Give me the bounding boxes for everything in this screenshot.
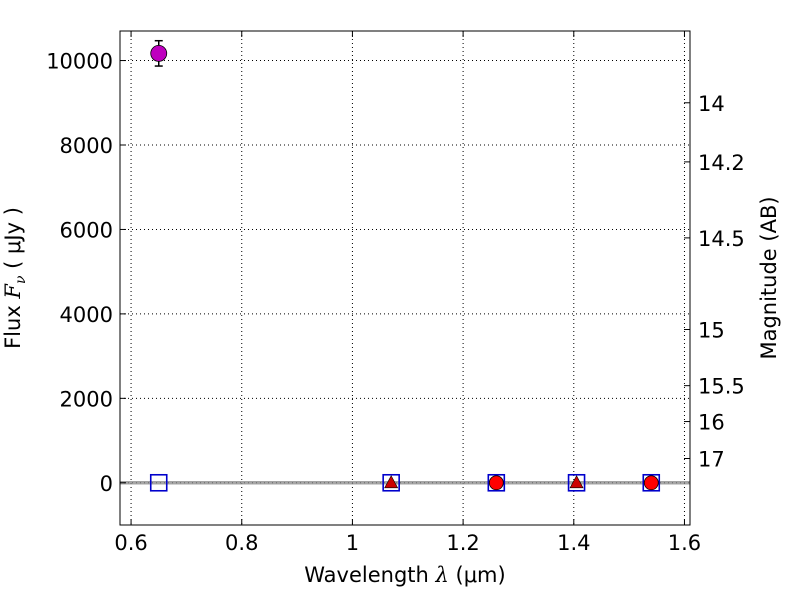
blue-square-marker	[149, 473, 168, 492]
y2-tick-label: 14	[698, 92, 725, 116]
x-axis-label-prefix: Wavelength	[304, 563, 435, 587]
plot-frame	[119, 30, 691, 526]
magenta-circle-marker	[150, 44, 168, 62]
blue-square-marker	[567, 473, 586, 492]
y2-tick-label: 17	[698, 448, 725, 472]
x-axis-label-symbol: λ	[435, 563, 449, 587]
x-tick-label: 1.6	[668, 531, 701, 555]
y-axis-label-subscript: ν	[13, 275, 29, 284]
data-layer	[149, 39, 661, 492]
y2-tick-label: 14.2	[698, 151, 745, 175]
y2-tick-label: 15.5	[698, 375, 745, 399]
y2-tick-label: 14.5	[698, 227, 745, 251]
red-circle-marker	[488, 475, 504, 491]
tick-layer: 0.6 0.8 1 1.2 1.4 1.6 0 2000 4000 6000 8000 10000 14…	[46, 31, 745, 555]
red-circle-marker	[643, 475, 659, 491]
x-tick-label: 1	[346, 531, 359, 555]
red-triangle-marker	[384, 475, 399, 489]
y-tick-label: 6000	[60, 218, 113, 242]
y2-axis-label: Magnitude (AB)	[757, 196, 781, 359]
y-tick-label: 2000	[60, 387, 113, 411]
blue-square-marker	[382, 473, 400, 492]
x-tick-label: 0.6	[114, 531, 147, 555]
y-tick-label: 4000	[60, 303, 113, 327]
y-axis-label-prefix: Flux	[1, 299, 25, 349]
y-axis-label-suffix: ( μJy )	[1, 207, 25, 275]
y2-tick-label: 16	[698, 411, 725, 435]
y-tick-label: 10000	[46, 50, 113, 74]
red-triangle-marker	[569, 475, 584, 489]
y-tick-label: 8000	[60, 134, 113, 158]
blue-square-marker	[487, 473, 506, 492]
y-axis-label-symbol: F	[1, 283, 25, 300]
x-axis-label: Wavelength λ (μm)	[304, 563, 505, 587]
blue-square-marker	[642, 473, 661, 492]
y-tick-label: 0	[100, 472, 113, 496]
x-tick-label: 1.4	[557, 531, 590, 555]
y-axis-label: Flux Fν ( μJy )	[1, 207, 29, 349]
x-tick-label: 1.2	[446, 531, 479, 555]
x-tick-label: 0.8	[225, 531, 258, 555]
y2-tick-label: 15	[698, 319, 725, 343]
x-axis-label-suffix: (μm)	[449, 563, 506, 587]
